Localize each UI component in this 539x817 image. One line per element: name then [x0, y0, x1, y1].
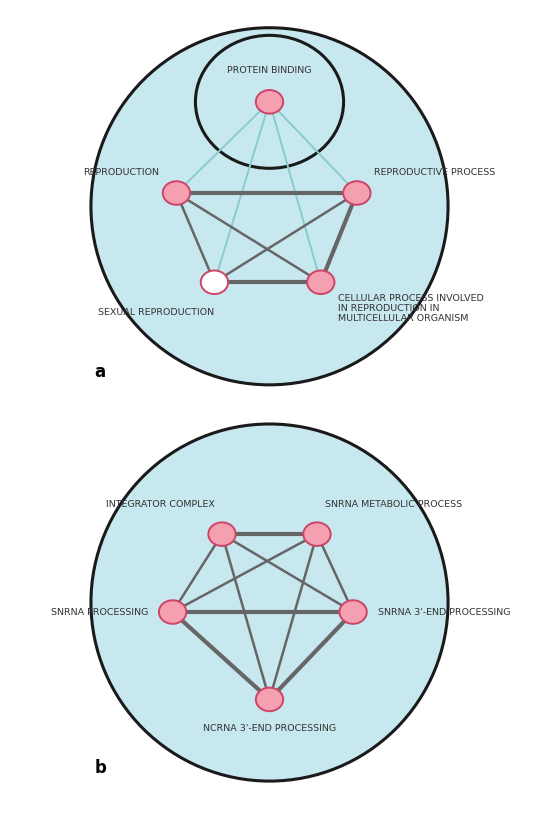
Text: REPRODUCTIVE PROCESS: REPRODUCTIVE PROCESS [374, 167, 495, 176]
Ellipse shape [196, 35, 343, 168]
Ellipse shape [256, 90, 283, 114]
Text: REPRODUCTION: REPRODUCTION [84, 167, 160, 176]
Ellipse shape [343, 181, 370, 205]
Ellipse shape [209, 522, 236, 546]
Ellipse shape [201, 270, 228, 294]
Text: INTEGRATOR COMPLEX: INTEGRATOR COMPLEX [106, 501, 215, 510]
Text: b: b [95, 759, 107, 777]
Text: SEXUAL REPRODUCTION: SEXUAL REPRODUCTION [98, 308, 215, 317]
Ellipse shape [340, 600, 367, 624]
Ellipse shape [303, 522, 330, 546]
Text: SNRNA PROCESSING: SNRNA PROCESSING [51, 608, 148, 617]
Ellipse shape [159, 600, 186, 624]
Text: a: a [95, 363, 106, 381]
Ellipse shape [91, 28, 448, 385]
Text: PROTEIN BINDING: PROTEIN BINDING [227, 65, 312, 74]
Text: SNRNA 3'-END PROCESSING: SNRNA 3'-END PROCESSING [378, 608, 510, 617]
Ellipse shape [256, 688, 283, 711]
Text: SNRNA METABOLIC PROCESS: SNRNA METABOLIC PROCESS [324, 501, 462, 510]
Ellipse shape [91, 424, 448, 781]
Text: NCRNA 3'-END PROCESSING: NCRNA 3'-END PROCESSING [203, 724, 336, 733]
Ellipse shape [307, 270, 335, 294]
Ellipse shape [163, 181, 190, 205]
Text: CELLULAR PROCESS INVOLVED
IN REPRODUCTION IN
MULTICELLULAR ORGANISM: CELLULAR PROCESS INVOLVED IN REPRODUCTIO… [338, 293, 483, 324]
